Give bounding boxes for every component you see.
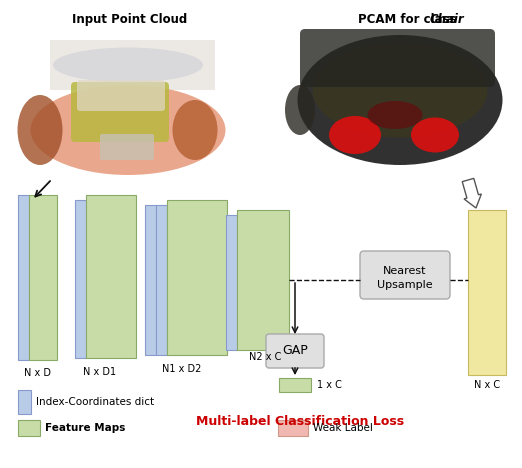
Text: Upsample: Upsample: [377, 280, 433, 290]
Text: N x D1: N x D1: [84, 367, 116, 377]
Text: N x C: N x C: [474, 380, 500, 390]
Bar: [50, 40, 215, 90]
Ellipse shape: [411, 117, 459, 153]
FancyArrow shape: [462, 178, 481, 208]
Bar: [237, 210, 289, 350]
Bar: [18, 195, 29, 360]
Bar: [18, 390, 31, 414]
Text: Input Point Cloud: Input Point Cloud: [73, 13, 187, 26]
Bar: [278, 420, 308, 436]
Bar: [75, 200, 86, 358]
Text: Index-Coordinates dict: Index-Coordinates dict: [36, 397, 154, 407]
Text: Feature Maps: Feature Maps: [45, 423, 125, 433]
Bar: [145, 205, 156, 355]
Ellipse shape: [172, 100, 218, 160]
Ellipse shape: [285, 85, 315, 135]
FancyBboxPatch shape: [100, 134, 154, 160]
Bar: [29, 195, 57, 360]
Text: Chair: Chair: [430, 13, 465, 26]
Text: N2 x C: N2 x C: [249, 352, 281, 362]
Ellipse shape: [30, 85, 226, 175]
Ellipse shape: [298, 35, 503, 165]
Text: Multi-label Classification Loss: Multi-label Classification Loss: [196, 415, 404, 428]
Bar: [468, 210, 506, 375]
Bar: [167, 200, 227, 355]
Bar: [18, 420, 40, 436]
FancyBboxPatch shape: [300, 29, 495, 87]
FancyBboxPatch shape: [360, 251, 450, 299]
Bar: [86, 195, 136, 358]
Ellipse shape: [329, 116, 381, 154]
Text: N1 x D2: N1 x D2: [162, 364, 201, 374]
FancyBboxPatch shape: [266, 334, 324, 368]
Text: Weak Label: Weak Label: [313, 423, 373, 433]
Ellipse shape: [18, 95, 63, 165]
FancyBboxPatch shape: [77, 80, 165, 111]
Text: Nearest: Nearest: [383, 266, 427, 276]
Ellipse shape: [313, 43, 488, 138]
Bar: [226, 215, 237, 350]
Bar: [288, 18, 518, 180]
Ellipse shape: [367, 101, 422, 129]
Bar: [156, 205, 167, 355]
Text: 1 x C: 1 x C: [317, 380, 342, 390]
Text: GAP: GAP: [282, 344, 308, 358]
FancyBboxPatch shape: [71, 82, 169, 142]
Bar: [279, 378, 311, 392]
Text: N x D: N x D: [25, 368, 52, 378]
Bar: [15, 18, 253, 180]
Text: PCAM for class: PCAM for class: [358, 13, 461, 26]
Ellipse shape: [53, 47, 203, 82]
